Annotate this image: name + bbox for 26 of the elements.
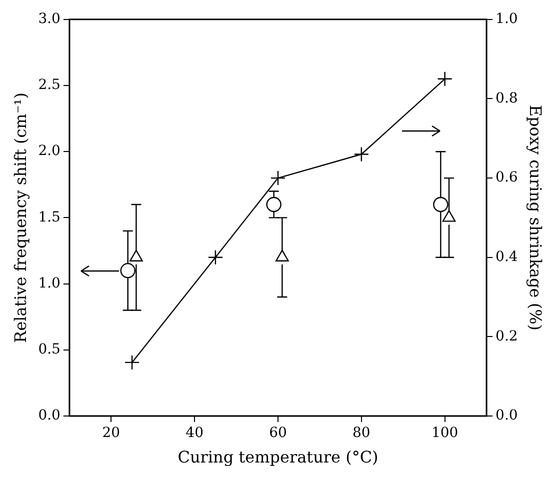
- x-tick-label: 40: [186, 425, 204, 442]
- x-tick-label: 100: [431, 425, 458, 442]
- y2-tick-label: 0.0: [496, 408, 518, 424]
- x-tick-label: 60: [269, 425, 287, 442]
- point: [437, 71, 452, 86]
- x-tick-label: 20: [102, 425, 120, 442]
- point: [270, 170, 286, 186]
- y2-tick-label: 0.8: [496, 90, 518, 106]
- point: [124, 354, 140, 370]
- y-tick-label: 1.0: [38, 275, 60, 292]
- y-axis-title: Relative frequency shift (cm⁻¹): [10, 92, 30, 343]
- y-tick-label: 3.0: [38, 11, 60, 28]
- y-tick-label: 1.5: [38, 209, 60, 226]
- y-tick-label: 0.5: [38, 342, 60, 358]
- y-tick-label: 2.0: [38, 143, 60, 160]
- y2-axis-title: Epoxy curing shrinkage (%): [526, 104, 546, 331]
- y2-tick-label: 0.2: [496, 328, 518, 344]
- x-axis-title: Curing temperature (°C): [178, 448, 378, 467]
- y2-tick-label: 0.6: [496, 170, 518, 186]
- y-tick-label: 2.5: [38, 77, 60, 94]
- y2-tick-label: 0.4: [496, 249, 518, 265]
- x-tick-label: 80: [352, 425, 370, 442]
- y-tick-label: 0.0: [38, 408, 60, 424]
- y2-tick-label: 1.0: [496, 11, 518, 28]
- point: [354, 146, 370, 162]
- point: [208, 250, 224, 265]
